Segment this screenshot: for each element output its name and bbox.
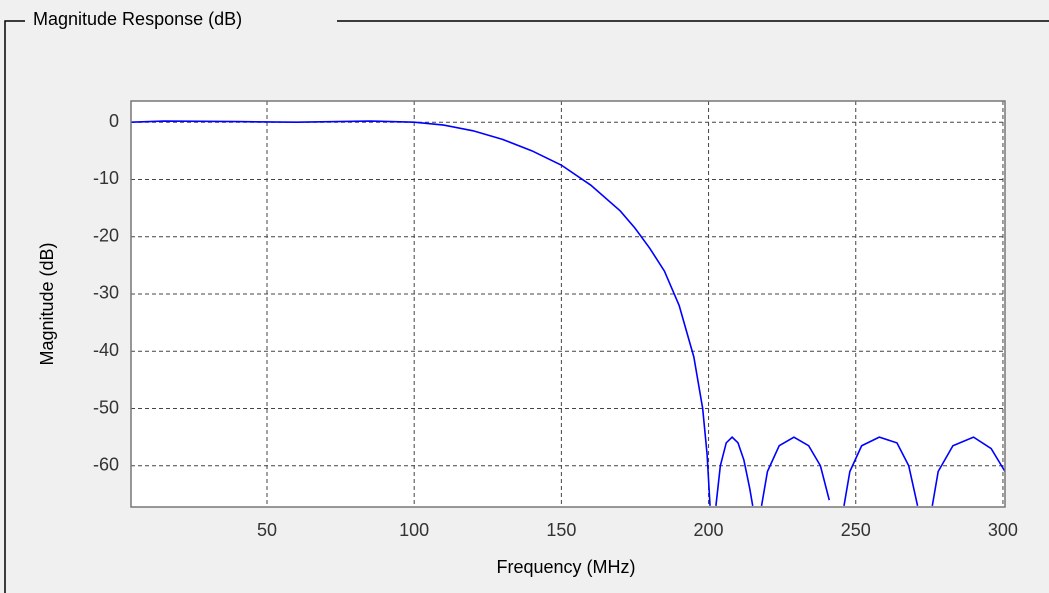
response-line [130, 120, 1006, 507]
y-tick-label: -50 [93, 397, 119, 417]
x-tick-label: 50 [257, 520, 277, 540]
chart-title: Magnitude Response (dB) [33, 9, 242, 29]
y-tick-label: 0 [109, 111, 119, 131]
y-tick-label: -30 [93, 283, 119, 303]
y-tick-label: -10 [93, 168, 119, 188]
y-tick-label: -20 [93, 225, 119, 245]
plot-area [131, 101, 1005, 507]
x-tick-label: 250 [841, 520, 871, 540]
group-box [4, 20, 1049, 593]
title-backdrop [25, 8, 337, 34]
x-tick-label: 200 [694, 520, 724, 540]
y-axis-label: Magnitude (dB) [37, 242, 57, 365]
plot-border [130, 100, 1006, 508]
x-tick-label: 300 [988, 520, 1018, 540]
y-tick-label: -40 [93, 340, 119, 360]
x-axis-label: Frequency (MHz) [496, 557, 635, 577]
y-tick-label: -60 [93, 455, 119, 475]
x-tick-label: 150 [546, 520, 576, 540]
x-tick-label: 100 [399, 520, 429, 540]
